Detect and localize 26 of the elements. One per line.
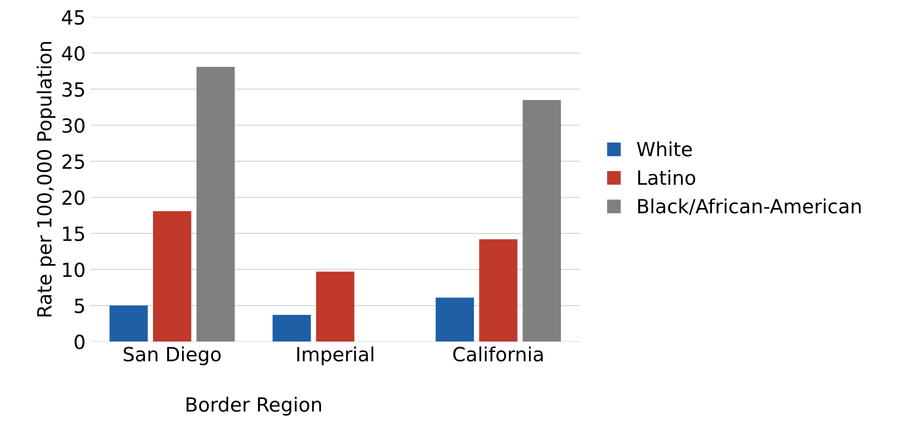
y-tick-label: 30 bbox=[62, 118, 84, 133]
y-axis-title: Rate per 100,000 Population bbox=[36, 42, 56, 316]
bar bbox=[196, 66, 235, 342]
y-tick-label: 15 bbox=[63, 226, 84, 242]
y-tick-label: 25 bbox=[62, 154, 84, 169]
legend-label: Latino bbox=[638, 170, 696, 185]
y-tick-label: 45 bbox=[62, 10, 84, 25]
legend-label: Black/African-American bbox=[638, 198, 861, 216]
bar bbox=[316, 272, 354, 342]
bar bbox=[522, 100, 561, 342]
y-tick-label: 35 bbox=[62, 82, 84, 97]
text: Border Region bbox=[186, 396, 321, 416]
x-tick-label: California bbox=[453, 346, 543, 362]
y-tick-label: 0 bbox=[74, 334, 84, 350]
y-tick-label: 20 bbox=[62, 190, 84, 206]
bar bbox=[153, 211, 192, 342]
y-tick-label: 5 bbox=[74, 298, 84, 314]
legend-label: White bbox=[636, 141, 692, 156]
x-tick-label: San Diego bbox=[124, 346, 221, 366]
y-tick-label: 40 bbox=[62, 46, 84, 61]
bar bbox=[272, 314, 311, 342]
bar bbox=[110, 306, 148, 342]
x-tick-label: Imperial bbox=[297, 346, 374, 366]
y-tick-label: 10 bbox=[63, 262, 84, 278]
bar bbox=[436, 298, 474, 342]
bar bbox=[479, 239, 518, 342]
